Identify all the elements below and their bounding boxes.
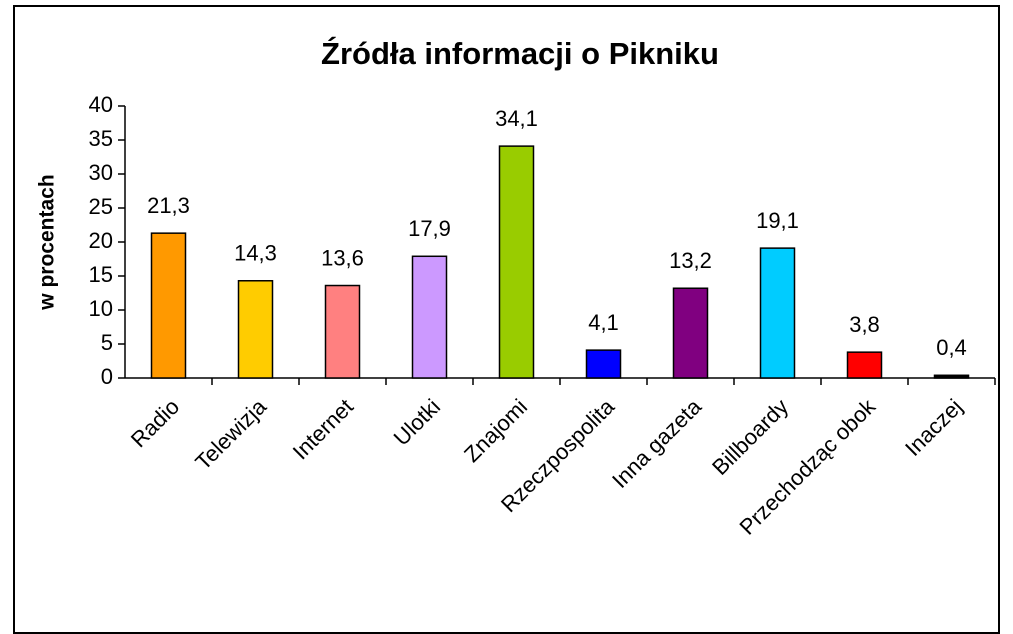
chart-title: Źródła informacji o Pikniku [321,36,719,71]
value-label: 3,8 [849,312,880,337]
y-tick-label: 20 [89,228,113,253]
value-label: 17,9 [408,216,451,241]
value-label: 21,3 [147,193,190,218]
bar [498,145,535,379]
bar [585,349,622,379]
bar [672,287,709,379]
bar [933,374,970,379]
value-label: 4,1 [588,310,619,335]
bar [411,255,448,379]
bar [846,351,883,379]
value-label: 34,1 [495,106,538,131]
value-label: 0,4 [936,335,967,360]
value-label: 14,3 [234,241,277,266]
value-label: 13,6 [321,245,364,270]
value-label: 19,1 [756,208,799,233]
bar [324,284,361,379]
y-tick-label: 10 [89,296,113,321]
y-tick-label: 35 [89,126,113,151]
y-tick-label: 25 [89,194,113,219]
y-tick-label: 0 [101,364,113,389]
y-tick-label: 15 [89,262,113,287]
bar [150,232,187,379]
y-axis-label: w procentach [36,174,59,310]
y-tick-label: 30 [89,160,113,185]
bar [759,247,796,379]
bar [237,280,274,379]
y-tick-label: 5 [101,330,113,355]
y-tick-label: 40 [89,92,113,117]
value-label: 13,2 [669,248,712,273]
